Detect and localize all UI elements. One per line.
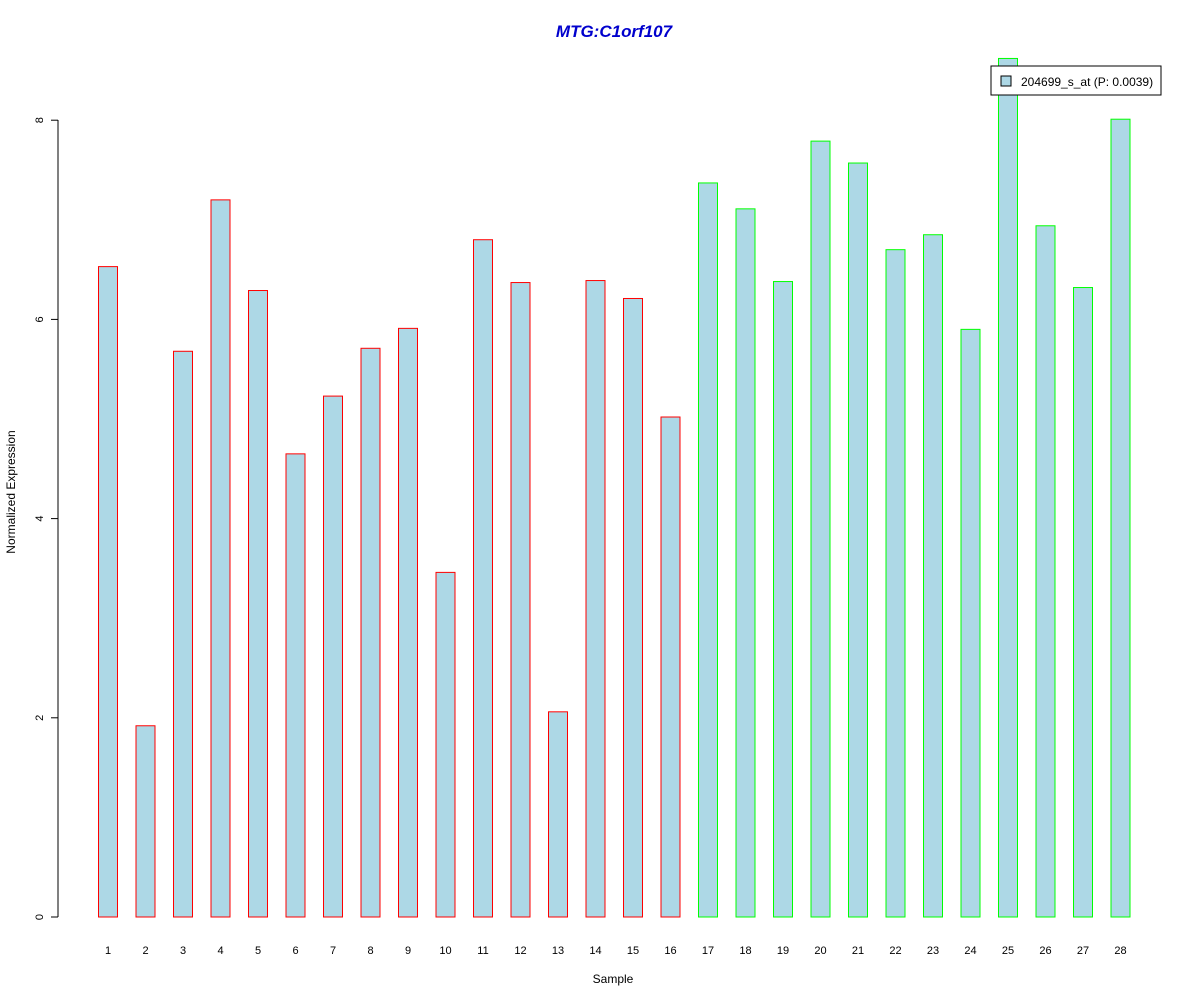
bar-sample-7	[323, 395, 343, 918]
bar-sample-16	[660, 416, 681, 918]
x-tick-label: 13	[552, 945, 564, 957]
bar-sample-11	[473, 239, 493, 918]
x-tick-label: 11	[477, 945, 488, 957]
legend-entry: 204699_s_at (P: 0.0039)	[1021, 75, 1153, 89]
x-tick-label: 3	[180, 945, 186, 957]
bar-sample-15	[623, 297, 643, 918]
bar-sample-23	[923, 234, 943, 918]
bar-sample-9	[398, 327, 418, 918]
x-tick-label: 25	[1002, 945, 1014, 957]
bar-sample-12	[510, 282, 531, 918]
x-tick-label: 28	[1114, 945, 1126, 957]
legend: 204699_s_at (P: 0.0039)	[990, 65, 1162, 96]
y-tick-label: 6	[34, 316, 46, 322]
x-tick-label: 26	[1039, 945, 1051, 957]
x-tick-label: 7	[330, 945, 336, 957]
bar-sample-14	[585, 280, 606, 918]
bar-sample-22	[885, 249, 906, 918]
x-tick-label: 14	[589, 945, 601, 957]
bars	[98, 57, 1131, 918]
bar-sample-6	[285, 453, 306, 918]
x-tick-label: 2	[142, 945, 148, 957]
bar-sample-27	[1073, 287, 1093, 918]
bar-sample-20	[810, 140, 831, 918]
legend-box	[990, 65, 1162, 96]
y-tick-label: 0	[34, 914, 46, 920]
bar-sample-24	[960, 328, 981, 918]
x-tick-label: 8	[367, 945, 373, 957]
legend-swatch	[1000, 75, 1012, 87]
y-tick-label: 4	[34, 516, 46, 522]
y-axis-label: Normalized Expression	[4, 430, 18, 553]
bar-sample-26	[1035, 225, 1056, 918]
bar-sample-21	[848, 162, 868, 918]
bar-sample-2	[135, 725, 156, 918]
x-tick-label: 22	[889, 945, 901, 957]
x-axis-label: Sample	[593, 972, 634, 986]
y-tick-label: 8	[34, 117, 46, 123]
x-tick-label: 1	[105, 945, 111, 957]
bar-sample-1	[98, 266, 118, 918]
x-tick-label: 20	[814, 945, 826, 957]
x-tick-label: 5	[255, 945, 261, 957]
y-tick-label: 2	[34, 715, 46, 721]
x-tick-labels: 1 2 3 4 5 6 7 8 9 10 11 12 13 14 15 16 17 18 19 20 21 22 23 24 2…	[105, 945, 1127, 957]
x-tick-label: 12	[514, 945, 526, 957]
x-tick-label: 24	[964, 945, 976, 957]
bar-sample-18	[735, 208, 756, 918]
bar-sample-5	[248, 290, 268, 918]
x-tick-label: 27	[1077, 945, 1089, 957]
bar-sample-25	[998, 57, 1018, 918]
bar-sample-19	[773, 281, 793, 918]
x-tick-label: 10	[439, 945, 451, 957]
x-tick-label: 18	[739, 945, 751, 957]
x-tick-label: 9	[405, 945, 411, 957]
bar-sample-17	[698, 182, 718, 918]
bar-sample-3	[173, 350, 193, 918]
x-tick-label: 6	[292, 945, 298, 957]
x-tick-label: 15	[627, 945, 639, 957]
x-tick-label: 4	[217, 945, 223, 957]
x-tick-label: 19	[777, 945, 789, 957]
chart-title: MTG:C1orf107	[556, 22, 674, 41]
bar-sample-13	[548, 711, 568, 918]
bar-sample-8	[360, 347, 381, 918]
y-ticks: 0 2 4 6 8	[34, 117, 58, 920]
x-tick-label: 17	[702, 945, 714, 957]
bar-sample-10	[435, 571, 456, 918]
x-tick-label: 23	[927, 945, 939, 957]
x-tick-label: 16	[664, 945, 676, 957]
x-tick-label: 21	[852, 945, 864, 957]
bar-sample-28	[1110, 118, 1131, 918]
bar-sample-4	[210, 199, 231, 918]
